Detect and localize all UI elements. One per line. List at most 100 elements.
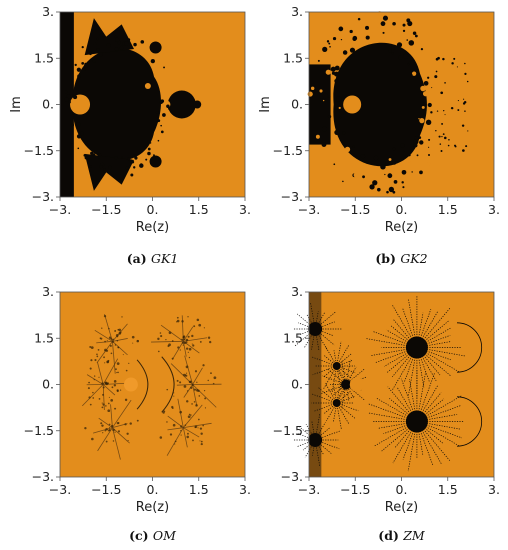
radial-ray: [416, 320, 450, 348]
edge-speck: [419, 170, 423, 175]
edge-speck: [383, 189, 387, 193]
filament-speck: [191, 383, 194, 386]
filament-speck: [187, 335, 190, 338]
radial-ray: [416, 347, 425, 388]
hub: [405, 336, 428, 359]
radial-ray: [315, 430, 340, 441]
edge-speck: [392, 147, 396, 151]
satellite-speck: [457, 109, 460, 112]
filament-speck: [104, 362, 106, 364]
satellite-speck: [457, 99, 459, 102]
radial-ray: [319, 384, 347, 395]
filament-speck: [188, 413, 191, 416]
edge-speck: [402, 23, 406, 27]
edge-speck: [327, 95, 331, 98]
filament-speck: [183, 338, 186, 341]
filament-speck: [197, 427, 199, 429]
filament-speck: [172, 423, 176, 427]
edge-speck: [92, 153, 96, 157]
satellite-speck: [442, 57, 445, 61]
satellite-speck: [466, 80, 469, 83]
edge-speck: [127, 157, 131, 161]
filament: [176, 384, 193, 386]
filament-speck: [171, 357, 174, 360]
filament: [102, 358, 119, 385]
edge-speck: [418, 118, 420, 120]
filament-speck: [100, 422, 103, 425]
satellite-speck: [454, 145, 457, 148]
edge-speck: [70, 141, 74, 145]
edge-speck: [77, 74, 82, 79]
filament: [104, 314, 113, 342]
x-tick-label: −1.5: [91, 482, 121, 497]
filament-speck: [124, 398, 128, 402]
filament: [102, 384, 116, 396]
x-tick-label: 1.5: [189, 482, 209, 497]
edge-speck: [427, 76, 430, 79]
filament-speck: [176, 319, 180, 323]
edge-speck: [418, 136, 422, 139]
y-tick-label: −1.5: [24, 143, 54, 158]
filament-speck: [186, 390, 189, 392]
edge-speck: [411, 71, 417, 76]
y-tick-label: 1.5: [283, 330, 303, 345]
radial-ray: [311, 393, 337, 404]
caption-label: (b): [375, 251, 400, 266]
satellite-speck: [435, 70, 438, 73]
filament: [97, 362, 104, 385]
filament: [96, 341, 113, 364]
filament-speck: [112, 428, 115, 432]
filament-speck: [180, 425, 183, 428]
filament-speck: [108, 427, 111, 429]
edge-speck: [147, 151, 151, 156]
orange-disk: [343, 95, 362, 114]
filament-speck: [186, 435, 189, 439]
edge-speck: [324, 54, 329, 59]
filament-speck: [198, 323, 202, 327]
satellite-speck: [462, 149, 465, 152]
filament-speck: [207, 336, 211, 339]
filament-speck: [185, 347, 189, 350]
satellite-speck: [442, 133, 445, 136]
filament-speck: [160, 334, 163, 338]
arc: [456, 322, 482, 373]
edge-speck: [408, 40, 415, 46]
edge-speck: [411, 73, 413, 76]
filament-speck: [196, 381, 198, 383]
edge-speck: [402, 29, 406, 32]
filament-speck: [159, 436, 163, 439]
filament-speck: [209, 340, 212, 344]
satellite-speck: [461, 124, 465, 127]
edge-speck: [403, 53, 409, 59]
edge-speck: [352, 36, 357, 42]
edge-speck: [426, 161, 431, 166]
filament-speck: [179, 410, 183, 414]
filament-speck: [105, 405, 107, 407]
edge-speck: [76, 67, 81, 72]
filament-speck: [101, 382, 104, 385]
filament-speck: [100, 337, 103, 340]
radial-ray: [416, 394, 463, 422]
edge-speck: [334, 71, 340, 77]
filament-speck: [103, 315, 107, 318]
x-tick-label: 3.: [488, 202, 500, 217]
radial-ray: [312, 365, 337, 376]
filament-speck: [180, 430, 182, 432]
filament-speck: [193, 401, 196, 403]
y-tick-label: −3.: [32, 469, 54, 484]
filament-speck: [162, 411, 165, 414]
satellite-speck: [444, 82, 446, 84]
filament-speck: [108, 336, 112, 339]
x-axis-label: Re(z): [385, 500, 418, 515]
edge-speck: [420, 47, 424, 51]
satellite-speck: [448, 138, 450, 141]
edge-speck: [412, 31, 417, 35]
filament-speck: [199, 340, 202, 343]
filament-speck: [166, 388, 169, 391]
satellite-speck: [463, 98, 465, 100]
filament-speck: [101, 424, 104, 427]
filament-speck: [118, 328, 122, 332]
edge-speck: [420, 44, 425, 48]
satellite-speck: [447, 144, 450, 147]
x-tick-label: 0.: [147, 482, 159, 497]
